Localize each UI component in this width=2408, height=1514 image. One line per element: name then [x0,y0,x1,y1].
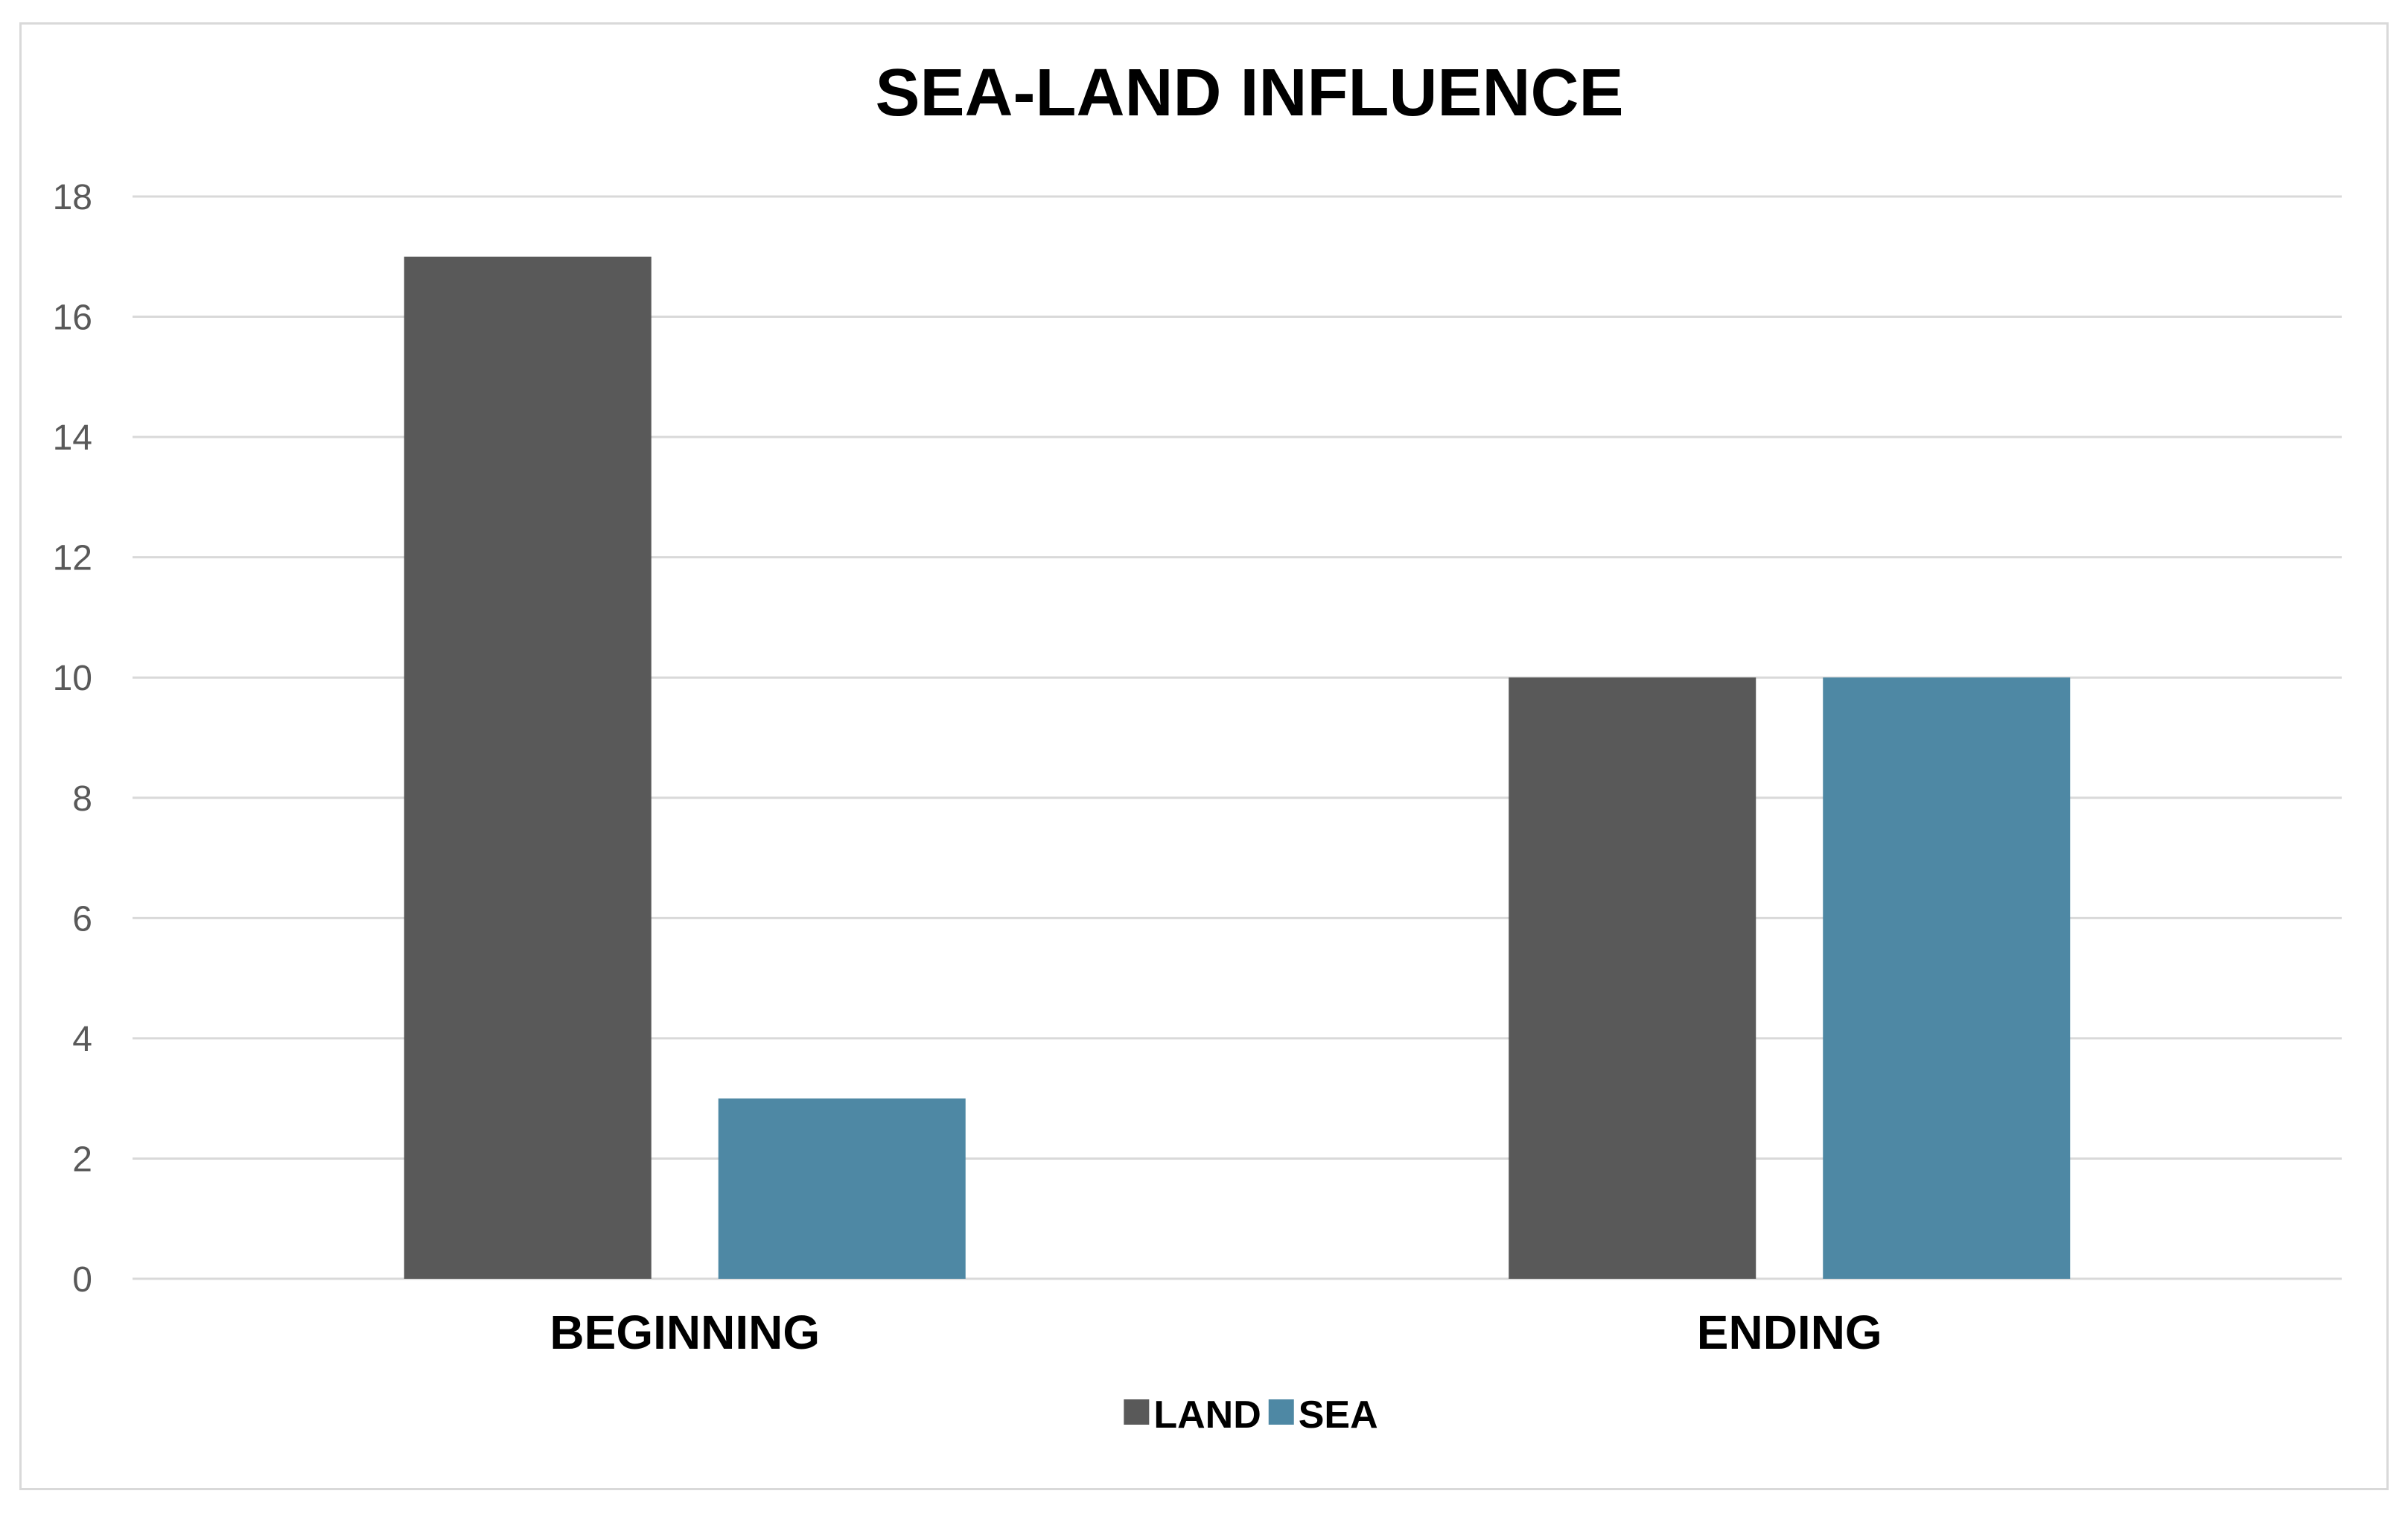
x-tick-label: ENDING [1697,1306,1882,1359]
legend-item-land: LAND [1124,1393,1261,1437]
y-tick-label: 8 [72,779,92,819]
bar-sea-ending [1823,677,2071,1279]
y-tick-label: 4 [72,1020,92,1059]
legend-item-sea: SEA [1268,1393,1378,1437]
bar-sea-beginning [718,1098,966,1279]
legend-label: SEA [1299,1393,1378,1437]
bar-land-ending [1509,677,1756,1279]
bar-land-beginning [404,256,652,1279]
x-tick-label: BEGINNING [550,1306,820,1359]
y-tick-label: 0 [72,1260,92,1300]
y-tick-label: 16 [53,298,92,338]
legend-label: LAND [1153,1393,1261,1437]
legend: LAND SEA [1124,1393,1378,1437]
legend-swatch [1124,1399,1150,1425]
y-tick-label: 12 [53,539,92,578]
y-tick-label: 6 [72,899,92,939]
chart-title: SEA-LAND INFLUENCE [876,56,1624,130]
y-tick-label: 2 [72,1140,92,1179]
y-tick-label: 10 [53,659,92,698]
x-axis-ticks: BEGINNING ENDING [550,1306,1882,1359]
y-tick-label: 14 [53,418,92,458]
y-axis-ticks: 0 2 4 6 8 10 12 14 16 18 [53,178,92,1300]
y-tick-label: 18 [53,178,92,217]
bars [404,256,2071,1279]
legend-swatch [1268,1399,1294,1425]
